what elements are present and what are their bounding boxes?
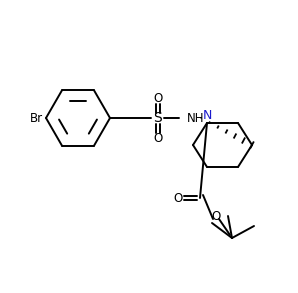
Text: O: O xyxy=(211,209,221,222)
Text: O: O xyxy=(153,132,163,144)
Text: Br: Br xyxy=(30,112,43,125)
Text: NH: NH xyxy=(187,112,204,125)
Text: O: O xyxy=(173,192,183,205)
Text: O: O xyxy=(153,91,163,105)
Text: S: S xyxy=(154,111,162,125)
Text: N: N xyxy=(202,109,212,122)
